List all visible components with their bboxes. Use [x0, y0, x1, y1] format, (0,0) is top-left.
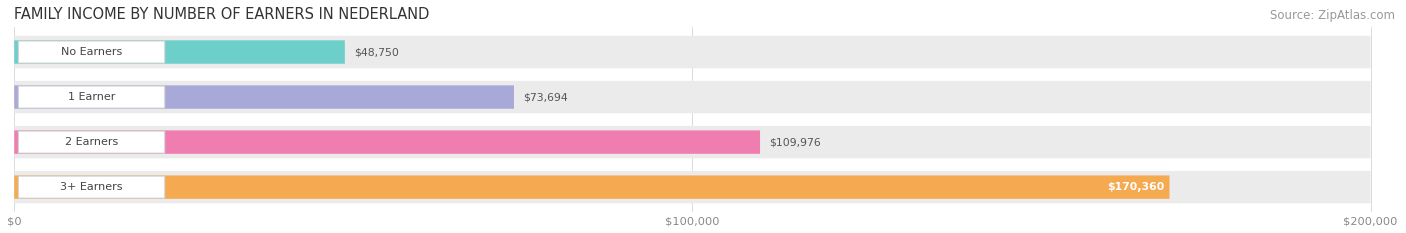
FancyBboxPatch shape — [14, 40, 344, 64]
FancyBboxPatch shape — [14, 85, 515, 109]
FancyBboxPatch shape — [14, 171, 1371, 203]
Text: $73,694: $73,694 — [523, 92, 568, 102]
FancyBboxPatch shape — [14, 126, 1371, 158]
Text: $48,750: $48,750 — [354, 47, 399, 57]
Text: 2 Earners: 2 Earners — [65, 137, 118, 147]
FancyBboxPatch shape — [14, 130, 761, 154]
Text: $170,360: $170,360 — [1107, 182, 1164, 192]
FancyBboxPatch shape — [18, 131, 165, 153]
FancyBboxPatch shape — [14, 175, 1170, 199]
FancyBboxPatch shape — [18, 41, 165, 63]
Text: Source: ZipAtlas.com: Source: ZipAtlas.com — [1270, 9, 1395, 22]
Text: $109,976: $109,976 — [769, 137, 821, 147]
FancyBboxPatch shape — [18, 86, 165, 108]
FancyBboxPatch shape — [14, 81, 1371, 113]
Text: FAMILY INCOME BY NUMBER OF EARNERS IN NEDERLAND: FAMILY INCOME BY NUMBER OF EARNERS IN NE… — [14, 7, 430, 22]
FancyBboxPatch shape — [14, 36, 1371, 68]
Text: 3+ Earners: 3+ Earners — [60, 182, 122, 192]
Text: 1 Earner: 1 Earner — [67, 92, 115, 102]
Text: No Earners: No Earners — [60, 47, 122, 57]
FancyBboxPatch shape — [18, 176, 165, 198]
